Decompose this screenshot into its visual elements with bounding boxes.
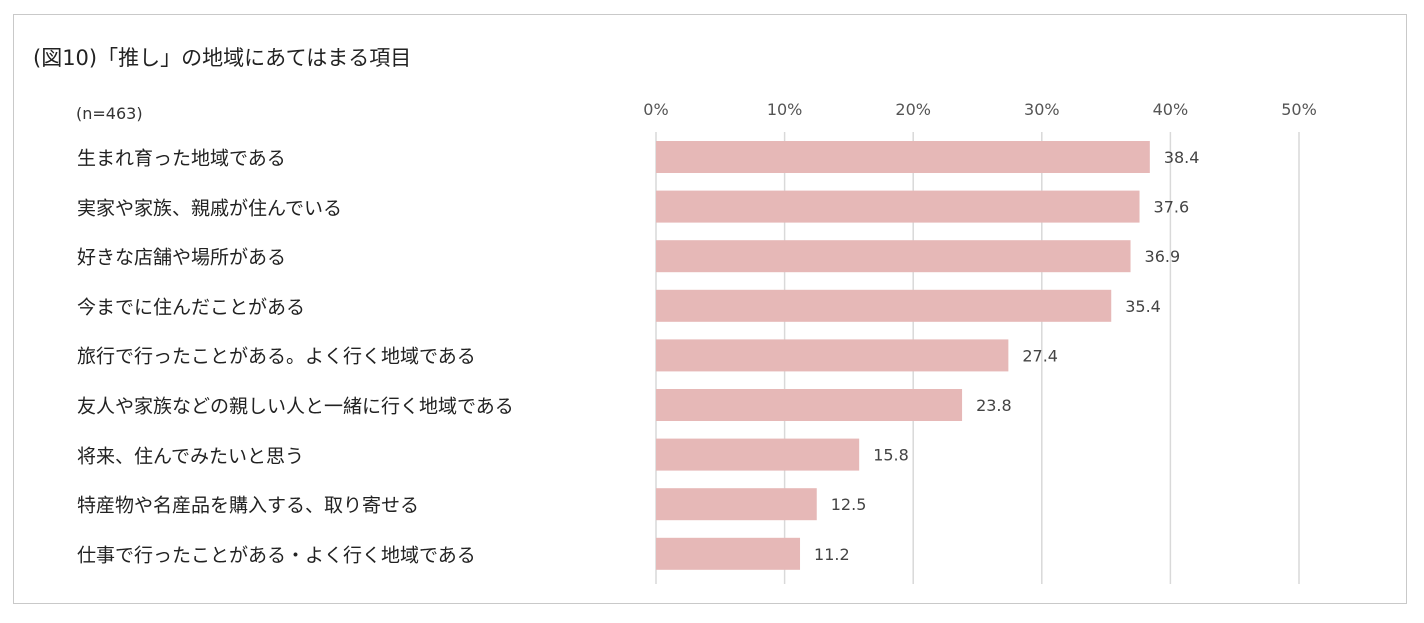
category-label: 友人や家族などの親しい人と一緒に行く地域である xyxy=(77,395,514,418)
chart-frame xyxy=(13,14,1407,604)
x-tick-label: 20% xyxy=(895,100,931,119)
category-label: 将来、住んでみたいと思う xyxy=(77,445,305,468)
bar-value-label: 23.8 xyxy=(976,396,1012,415)
bar xyxy=(656,339,1009,372)
category-label: 特産物や名産品を購入する、取り寄せる xyxy=(77,494,420,517)
category-label: 生まれ育った地域である xyxy=(77,147,286,170)
x-tick-label: 0% xyxy=(643,100,668,119)
bar-value-label: 11.2 xyxy=(814,545,850,564)
chart-title: (図10)「推し」の地域にあてはまる項目 xyxy=(33,46,412,70)
x-tick-label: 40% xyxy=(1153,100,1189,119)
x-tick-label: 30% xyxy=(1024,100,1060,119)
x-tick-label: 10% xyxy=(767,100,803,119)
bar xyxy=(656,240,1131,273)
sample-size-label: (n=463) xyxy=(76,104,143,123)
category-label: 実家や家族、親戚が住んでいる xyxy=(77,197,343,220)
category-label: 今までに住んだことがある xyxy=(77,296,306,319)
bar-value-label: 27.4 xyxy=(1022,346,1058,365)
bar-value-label: 37.6 xyxy=(1154,198,1190,217)
bar xyxy=(656,190,1140,223)
category-label: 仕事で行ったことがある・よく行く地域である xyxy=(77,544,476,567)
bar-value-label: 38.4 xyxy=(1164,148,1200,167)
bar-value-label: 35.4 xyxy=(1125,297,1161,316)
x-tick-label: 50% xyxy=(1281,100,1317,119)
bar xyxy=(656,537,801,570)
category-label: 旅行で行ったことがある。よく行く地域である xyxy=(77,345,476,368)
category-label: 好きな店舗や場所がある xyxy=(77,246,287,269)
bar-value-label: 12.5 xyxy=(831,495,867,514)
bar xyxy=(656,438,860,471)
bar-value-label: 15.8 xyxy=(873,446,909,465)
bar xyxy=(656,141,1150,173)
bar xyxy=(656,389,963,421)
bar xyxy=(656,289,1112,322)
bar xyxy=(656,488,817,521)
bar-value-label: 36.9 xyxy=(1145,247,1181,266)
